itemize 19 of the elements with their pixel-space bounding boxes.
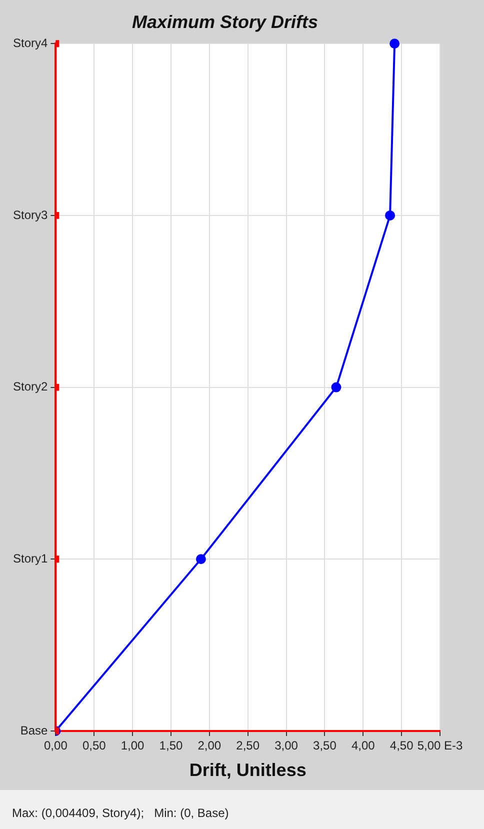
x-tick-label: 4,00 [351,738,376,753]
y-tick-label: Story2 [12,380,48,394]
y-tick-label: Base [20,723,48,738]
x-tick-label: 1,00 [120,738,145,753]
text: Max: (0,004409, Story4); Min: (0, Base) [12,806,229,820]
x-tick-label: 2,00 [198,738,222,753]
y-tick-label: Story1 [12,551,48,566]
x-axis-title: Drift, Unitless [189,760,306,780]
x-tick-label: 5,00 E-3 [417,738,463,753]
x-tick-label: 3,50 [313,738,337,753]
x-tick-label: 2,50 [236,738,260,753]
x-tick-label: 3,00 [274,738,298,753]
x-tick-label: 0,50 [82,738,106,753]
y-tick-label: Story4 [12,36,48,50]
x-tick-label: 4,50 [390,738,414,753]
x-tick-label: 1,50 [159,738,183,753]
chart-title: Maximum Story Drifts [132,12,318,32]
x-tick-label: 0,00 [44,738,68,753]
y-tick-label: Story3 [12,208,48,222]
